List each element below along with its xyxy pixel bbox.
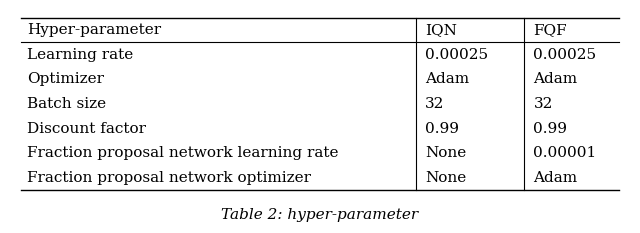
- Text: Adam: Adam: [425, 72, 469, 86]
- Text: 0.99: 0.99: [534, 121, 568, 136]
- Text: 32: 32: [425, 97, 445, 111]
- Text: Fraction proposal network learning rate: Fraction proposal network learning rate: [27, 146, 339, 160]
- Text: Adam: Adam: [534, 171, 577, 185]
- Text: 32: 32: [534, 97, 553, 111]
- Text: Table 2: hyper-parameter: Table 2: hyper-parameter: [221, 208, 419, 223]
- Text: 0.99: 0.99: [425, 121, 459, 136]
- Text: IQN: IQN: [425, 23, 457, 37]
- Text: Batch size: Batch size: [27, 97, 106, 111]
- Text: Learning rate: Learning rate: [27, 48, 133, 62]
- Text: Hyper-parameter: Hyper-parameter: [27, 23, 161, 37]
- Text: 0.00025: 0.00025: [425, 48, 488, 62]
- Text: Optimizer: Optimizer: [27, 72, 104, 86]
- Text: FQF: FQF: [534, 23, 567, 37]
- Text: Discount factor: Discount factor: [27, 121, 146, 136]
- Text: Fraction proposal network optimizer: Fraction proposal network optimizer: [27, 171, 311, 185]
- Text: Adam: Adam: [534, 72, 577, 86]
- Text: None: None: [425, 171, 467, 185]
- Text: 0.00001: 0.00001: [534, 146, 596, 160]
- Text: None: None: [425, 146, 467, 160]
- Text: 0.00025: 0.00025: [534, 48, 596, 62]
